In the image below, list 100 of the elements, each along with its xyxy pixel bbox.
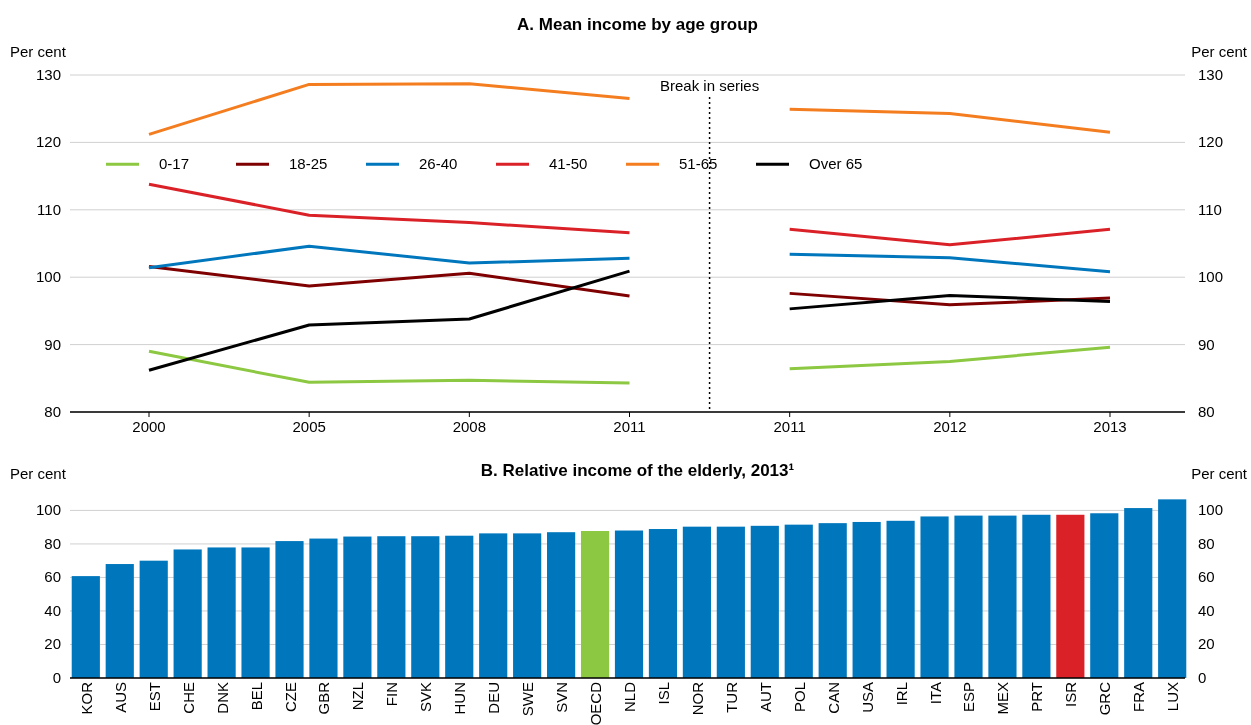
x-tick-label: POL <box>790 682 808 713</box>
bar <box>343 536 372 678</box>
bar <box>614 530 644 678</box>
y2-tick-label: 60 <box>1198 568 1215 586</box>
legend-label: 18-25 <box>289 155 328 173</box>
bar <box>207 547 236 678</box>
x-tick-label: PRT <box>1028 682 1046 712</box>
x-tick-label: AUT <box>756 682 774 712</box>
bar <box>784 524 813 678</box>
bar <box>750 525 779 678</box>
bar <box>954 515 983 678</box>
y2-tick-label: 80 <box>1198 403 1215 420</box>
x-tick-label: DNK <box>213 682 231 714</box>
annotation: Break in series <box>659 77 760 94</box>
x-tick-label: 2012 <box>933 418 967 435</box>
x-tick-label: CZE <box>281 682 299 712</box>
bar <box>139 560 168 678</box>
y-tick-label: 0 <box>52 669 61 686</box>
x-tick-label: 2008 <box>452 418 487 435</box>
x-tick-label: CAN <box>824 682 842 714</box>
legend-label: 41-50 <box>549 155 588 173</box>
bar <box>377 536 406 678</box>
x-tick-label: SVK <box>417 682 435 713</box>
bar <box>547 532 576 678</box>
chart-title: B. Relative income of the elderly, 2013¹ <box>480 461 795 480</box>
x-tick-label: BEL <box>247 682 265 711</box>
bar <box>275 541 304 678</box>
bar <box>818 523 847 678</box>
bar <box>445 535 474 678</box>
bar <box>682 526 711 678</box>
bar <box>71 576 100 678</box>
x-tick-label: 2011 <box>773 418 806 435</box>
y-tick-label: 130 <box>35 66 61 83</box>
x-tick-label: MEX <box>994 682 1012 715</box>
x-tick-label: USA <box>858 682 876 713</box>
y2-tick-label: 0 <box>1198 669 1207 686</box>
y-tick-label: 80 <box>44 403 61 420</box>
x-tick-label: 2000 <box>132 418 166 435</box>
bar <box>173 549 202 678</box>
x-tick-label: 2005 <box>292 418 326 435</box>
y2-tick-label: 80 <box>1198 534 1215 552</box>
y2-axis-title: Per cent <box>1191 465 1248 482</box>
x-tick-label: KOR <box>77 681 95 715</box>
x-tick-label: OECD <box>587 681 605 725</box>
y-tick-label: 40 <box>44 601 61 619</box>
y-tick-label: 60 <box>44 568 61 586</box>
bar <box>1090 513 1119 678</box>
y-tick-label: 100 <box>35 501 61 519</box>
y2-tick-label: 20 <box>1198 635 1215 653</box>
legend-label: 51-65 <box>679 155 718 173</box>
bar <box>648 529 678 678</box>
legend-label: Over 65 <box>809 155 863 173</box>
y-tick-label: 100 <box>35 268 61 286</box>
bar <box>513 533 542 678</box>
x-tick-label: IRL <box>892 682 910 706</box>
x-tick-label: GBR <box>315 681 333 715</box>
y2-tick-label: 100 <box>1198 268 1224 286</box>
y2-axis-title: Per cent <box>1191 43 1248 60</box>
x-tick-label: AUS <box>111 682 129 713</box>
x-tick-label: CHE <box>179 682 197 714</box>
legend-label: 0-17 <box>159 155 190 173</box>
x-tick-label: ISR <box>1062 681 1080 708</box>
legend-label: 26-40 <box>419 155 458 173</box>
y2-tick-label: 90 <box>1198 335 1215 353</box>
x-tick-label: 2013 <box>1093 418 1127 435</box>
bar <box>580 531 610 678</box>
y-axis-title: Per cent <box>10 465 67 482</box>
x-tick-label: NZL <box>349 682 367 711</box>
y-tick-label: 80 <box>44 534 61 552</box>
bar <box>1056 514 1085 678</box>
bar <box>479 533 508 678</box>
bar <box>105 564 134 678</box>
x-tick-label: NOR <box>688 681 706 716</box>
x-tick-label: NLD <box>621 681 638 713</box>
x-tick-label: ITA <box>926 682 944 705</box>
x-tick-label: 2011 <box>613 418 646 435</box>
bar <box>920 516 949 678</box>
bar <box>1022 514 1051 678</box>
x-tick-label: LUX <box>1164 682 1182 712</box>
y2-tick-label: 120 <box>1198 133 1224 151</box>
bar <box>886 520 915 678</box>
x-tick-label: SWE <box>519 682 537 717</box>
y-tick-label: 20 <box>44 635 61 653</box>
x-tick-label: ESP <box>960 682 978 713</box>
x-tick-label: FRA <box>1130 682 1148 712</box>
bar <box>852 521 881 678</box>
x-tick-label: FIN <box>383 682 401 707</box>
y2-tick-label: 130 <box>1198 66 1224 83</box>
x-tick-label: TUR <box>722 681 740 713</box>
bar <box>1124 508 1153 678</box>
y-tick-label: 120 <box>35 133 61 151</box>
y2-tick-label: 40 <box>1198 601 1215 619</box>
y2-tick-label: 110 <box>1198 200 1222 218</box>
bar <box>716 526 745 678</box>
bar <box>241 547 270 678</box>
bar <box>988 515 1017 678</box>
bar <box>411 536 440 678</box>
bar <box>1158 499 1187 678</box>
x-tick-label: HUN <box>451 682 469 715</box>
x-tick-label: DEU <box>485 682 503 714</box>
